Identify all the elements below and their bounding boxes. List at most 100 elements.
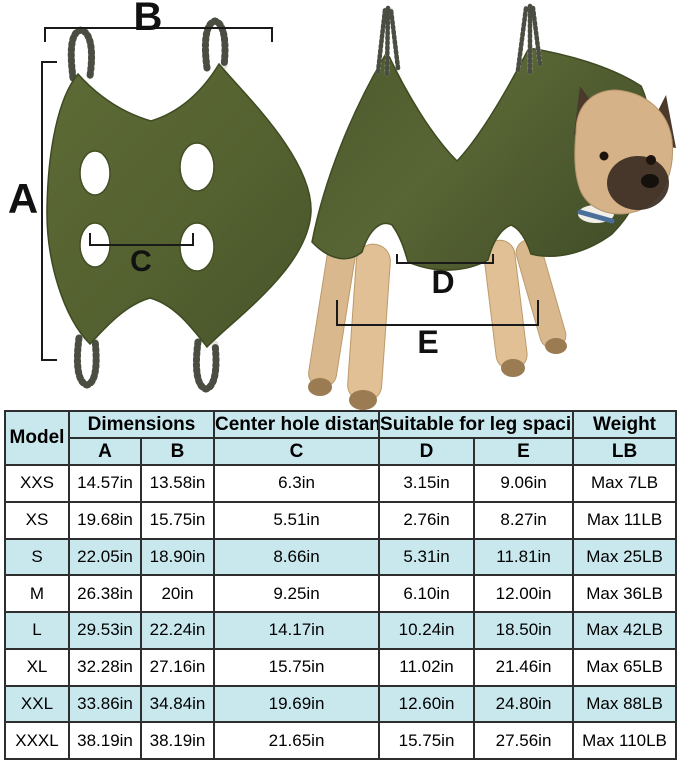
header-col-d: D <box>378 437 476 466</box>
cell-e: 21.46in <box>473 647 575 687</box>
cell-c: 8.66in <box>213 537 381 577</box>
table-row-s: S 22.05in 18.90in 8.66in 5.31in 11.81in … <box>4 537 678 577</box>
table-row-l: L 29.53in 22.24in 14.17in 10.24in 18.50i… <box>4 611 678 650</box>
cell-lb: Max 11LB <box>572 500 678 540</box>
leg-hole-bottom-right <box>179 222 215 272</box>
cell-model: XXXL <box>4 721 70 760</box>
cell-d: 12.60in <box>378 684 476 724</box>
cell-lb: Max 42LB <box>572 611 678 650</box>
dog-nose <box>641 174 659 188</box>
cell-model: XXL <box>4 684 70 724</box>
dog-paw <box>545 338 567 354</box>
cell-model: S <box>4 537 70 577</box>
cell-b: 18.90in <box>139 537 216 577</box>
dimension-label-e: E <box>417 324 438 360</box>
header-col-lb: LB <box>572 437 678 466</box>
header-col-e: E <box>473 437 575 466</box>
cell-a: 22.05in <box>68 537 142 577</box>
cell-model: XS <box>4 500 70 540</box>
cell-lb: Max 7LB <box>572 464 678 503</box>
header-row-groups: Model Dimensions Center hole distance Su… <box>4 410 678 466</box>
dimension-line-a <box>41 61 57 361</box>
cell-a: 19.68in <box>68 500 142 540</box>
cell-e: 8.27in <box>473 500 575 540</box>
table-row-m: M 26.38in 20in 9.25in 6.10in 12.00in Max… <box>4 574 678 613</box>
dog-eye-left <box>599 151 609 161</box>
dog-muzzle <box>607 156 669 210</box>
cell-b: 22.24in <box>139 611 216 650</box>
header-col-b: B <box>139 437 216 466</box>
header-row-letters: A B C D E LB <box>5 437 678 466</box>
cell-e: 18.50in <box>473 611 575 650</box>
product-figures: B A C <box>7 0 676 410</box>
cell-d: 6.10in <box>378 574 476 613</box>
dimension-label-a: A <box>8 175 38 222</box>
cell-b: 34.84in <box>139 684 216 724</box>
cell-a: 38.19in <box>68 721 142 760</box>
cell-lb: Max 88LB <box>572 684 678 724</box>
dog-paw <box>501 359 525 377</box>
cell-e: 9.06in <box>473 464 575 503</box>
header-dimensions: Dimensions <box>67 410 216 439</box>
leg-hole-top-right <box>179 142 215 192</box>
cell-d: 5.31in <box>378 537 476 577</box>
header-leg-spacing: Suitable for leg spacing <box>378 410 575 439</box>
cell-a: 33.86in <box>68 684 142 724</box>
table-row-xxxl: XXXL 38.19in 38.19in 21.65in 15.75in 27.… <box>4 721 678 760</box>
dog-paw <box>308 378 332 396</box>
cell-b: 20in <box>139 574 216 613</box>
leg-hole-top-left <box>79 150 111 196</box>
cell-c: 15.75in <box>213 647 381 687</box>
cell-c: 5.51in <box>213 500 381 540</box>
cell-lb: Max 110LB <box>572 721 678 760</box>
dog-hammock-figure: D E <box>308 3 676 410</box>
flat-hammock-figure: B A C <box>8 0 312 393</box>
cell-e: 24.80in <box>473 684 575 724</box>
cell-d: 15.75in <box>378 721 476 760</box>
hanging-strap-dog-right <box>515 3 543 75</box>
dimension-line-e <box>336 300 539 326</box>
dimension-line-d <box>396 254 494 264</box>
cell-model: XL <box>4 647 70 687</box>
hanging-strap-top-left <box>67 26 96 82</box>
table-row-xs: XS 19.68in 15.75in 5.51in 2.76in 8.27in … <box>4 500 678 540</box>
header-weight: Weight <box>572 410 678 439</box>
flat-hammock-fabric <box>46 62 312 349</box>
size-table-wrap: Model Dimensions Center hole distance Su… <box>0 410 679 765</box>
cell-e: 27.56in <box>473 721 575 760</box>
dimension-label-d: D <box>431 264 454 300</box>
size-table: Model Dimensions Center hole distance Su… <box>4 410 678 760</box>
table-row-xxs: XXS 14.57in 13.58in 6.3in 3.15in 9.06in … <box>4 464 678 503</box>
cell-c: 19.69in <box>213 684 381 724</box>
table-row-xxl: XXL 33.86in 34.84in 19.69in 12.60in 24.8… <box>4 684 678 724</box>
header-model: Model <box>4 410 70 466</box>
dog-hammock-fabric <box>311 47 652 271</box>
dog-paw <box>349 390 377 410</box>
cell-b: 27.16in <box>139 647 216 687</box>
cell-a: 14.57in <box>68 464 142 503</box>
cell-a: 29.53in <box>68 611 142 650</box>
cell-c: 21.65in <box>213 721 381 760</box>
dog-head <box>574 86 676 215</box>
cell-lb: Max 25LB <box>572 537 678 577</box>
cell-model: L <box>4 611 70 650</box>
cell-d: 3.15in <box>378 464 476 503</box>
dimension-label-c: C <box>130 245 152 278</box>
cell-e: 12.00in <box>473 574 575 613</box>
cell-b: 15.75in <box>139 500 216 540</box>
dimension-line-b <box>44 27 273 42</box>
cell-d: 2.76in <box>378 500 476 540</box>
cell-model: M <box>4 574 70 613</box>
cell-a: 26.38in <box>68 574 142 613</box>
cell-lb: Max 36LB <box>572 574 678 613</box>
cell-b: 38.19in <box>139 721 216 760</box>
cell-c: 9.25in <box>213 574 381 613</box>
cell-b: 13.58in <box>139 464 216 503</box>
cell-model: XXS <box>4 464 70 503</box>
dimension-label-b: B <box>134 0 163 39</box>
table-row-xl: XL 32.28in 27.16in 15.75in 11.02in 21.46… <box>4 647 678 687</box>
hanging-strap-top-right <box>201 17 229 72</box>
cell-d: 10.24in <box>378 611 476 650</box>
cell-d: 11.02in <box>378 647 476 687</box>
cell-c: 6.3in <box>213 464 381 503</box>
